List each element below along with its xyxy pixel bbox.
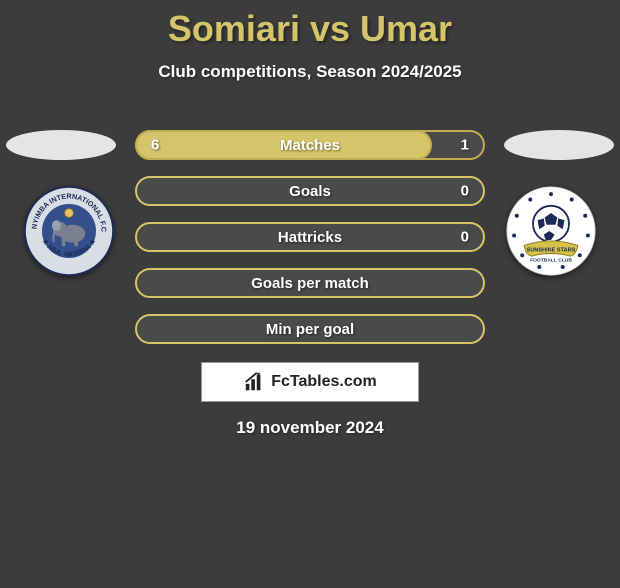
stat-row-gpm: Goals per match [135, 268, 485, 298]
page-title: Somiari vs Umar [0, 8, 620, 50]
player-oval-left [6, 130, 116, 160]
enyimba-crest-icon: ENYIMBA INTERNATIONAL F.C. ★ ABA, NIGERI… [24, 186, 114, 276]
club-badge-left: ENYIMBA INTERNATIONAL F.C. ★ ABA, NIGERI… [24, 186, 114, 276]
stats-container: 6 Matches 1 Goals 0 Hattricks 0 Goals pe… [135, 130, 485, 360]
stat-row-goals: Goals 0 [135, 176, 485, 206]
bar-chart-icon [243, 371, 265, 393]
player-oval-right [504, 130, 614, 160]
date-text: 19 november 2024 [0, 418, 620, 438]
stat-row-hattricks: Hattricks 0 [135, 222, 485, 252]
stat-label: Goals [289, 183, 331, 200]
stat-row-matches: 6 Matches 1 [135, 130, 485, 160]
stat-label: Min per goal [266, 321, 354, 338]
stat-right-value: 1 [461, 137, 469, 154]
stat-label: Matches [280, 137, 340, 154]
brand-text: FcTables.com [271, 373, 377, 391]
sunshine-stars-crest-icon: SUNSHINE STARS FOOTBALL CLUB [506, 186, 596, 276]
stat-left-value: 6 [151, 137, 159, 154]
brand-box[interactable]: FcTables.com [201, 362, 419, 402]
stat-right-value: 0 [461, 229, 469, 246]
stat-label: Hattricks [278, 229, 342, 246]
stat-right-value: 0 [461, 183, 469, 200]
svg-text:SUNSHINE STARS: SUNSHINE STARS [527, 248, 576, 254]
stat-label: Goals per match [251, 275, 369, 292]
stat-row-mpg: Min per goal [135, 314, 485, 344]
svg-text:FOOTBALL CLUB: FOOTBALL CLUB [530, 258, 572, 264]
club-badge-right: SUNSHINE STARS FOOTBALL CLUB [506, 186, 596, 276]
subtitle: Club competitions, Season 2024/2025 [0, 62, 620, 82]
